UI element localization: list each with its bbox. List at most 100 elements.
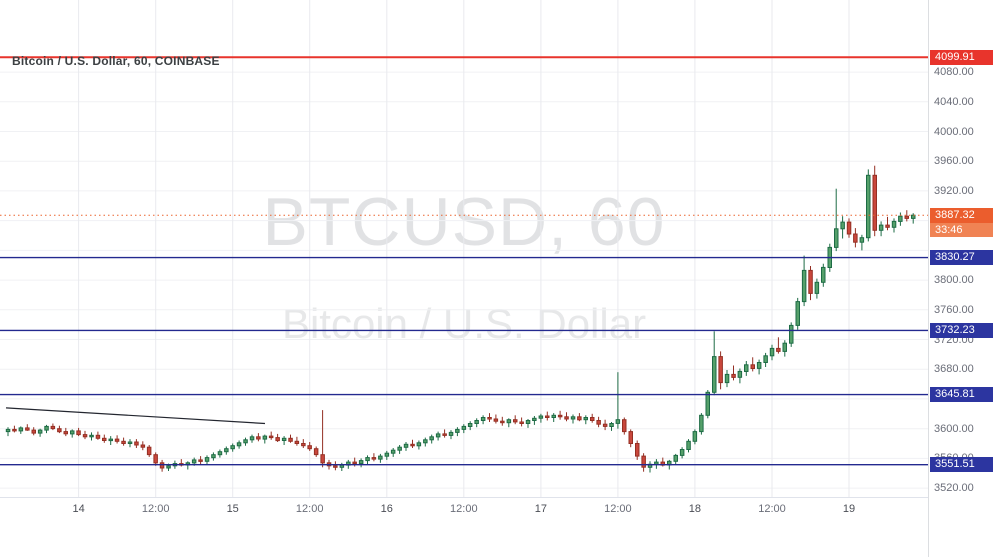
price-tick-label: 4040.00 bbox=[934, 95, 974, 108]
candle bbox=[583, 417, 588, 421]
candle bbox=[795, 301, 800, 326]
candle bbox=[95, 434, 101, 439]
candle bbox=[5, 428, 11, 433]
candle bbox=[121, 440, 126, 444]
candle bbox=[243, 439, 248, 444]
candle bbox=[140, 444, 146, 448]
price-tick-label: 3520.00 bbox=[934, 482, 974, 495]
candle bbox=[37, 429, 43, 434]
time-tick-label: 12:00 bbox=[295, 503, 324, 515]
time-tick-label: 18 bbox=[688, 503, 702, 515]
candle bbox=[487, 417, 492, 420]
candle bbox=[673, 454, 678, 462]
candle bbox=[731, 373, 736, 378]
candle bbox=[429, 436, 434, 441]
candle bbox=[750, 364, 755, 369]
candle bbox=[217, 451, 223, 456]
candle bbox=[622, 419, 627, 433]
candle bbox=[641, 455, 646, 468]
candle bbox=[268, 435, 274, 439]
candle bbox=[102, 437, 107, 441]
candle bbox=[891, 220, 897, 228]
price-tick-label: 4080.00 bbox=[934, 66, 974, 79]
symbol-legend[interactable]: Bitcoin / U.S. Dollar, 60, COINBASE bbox=[12, 54, 220, 68]
candle bbox=[782, 342, 787, 352]
candle bbox=[416, 442, 422, 447]
candle bbox=[384, 452, 390, 457]
candle bbox=[557, 414, 563, 418]
candle bbox=[480, 417, 486, 421]
time-tick-label: 19 bbox=[842, 503, 856, 515]
candle bbox=[339, 464, 345, 468]
candle bbox=[493, 418, 499, 422]
candle bbox=[904, 215, 909, 219]
candle bbox=[127, 441, 133, 444]
trendline[interactable] bbox=[5, 407, 266, 425]
candle bbox=[635, 443, 640, 457]
time-tick-label: 14 bbox=[72, 503, 85, 515]
candle bbox=[31, 429, 36, 434]
candle bbox=[551, 414, 556, 418]
candle bbox=[846, 221, 852, 235]
candle bbox=[82, 434, 88, 438]
time-tick-label: 12:00 bbox=[758, 503, 786, 515]
candle bbox=[712, 356, 717, 393]
candle bbox=[538, 415, 544, 419]
candle bbox=[724, 373, 730, 384]
candle bbox=[281, 437, 287, 441]
candle bbox=[519, 421, 524, 424]
price-tick-label: 3600.00 bbox=[934, 422, 974, 435]
time-tick-label: 12:00 bbox=[141, 503, 170, 515]
price-tick-label: 3960.00 bbox=[934, 155, 974, 168]
candlestick-chart[interactable] bbox=[0, 0, 928, 497]
candle bbox=[814, 281, 820, 294]
candle bbox=[211, 454, 216, 459]
candle bbox=[718, 356, 723, 384]
candle bbox=[108, 438, 113, 442]
candle bbox=[834, 228, 839, 248]
candle bbox=[577, 416, 582, 421]
candle bbox=[686, 440, 691, 450]
candle bbox=[615, 419, 621, 424]
candle bbox=[679, 449, 685, 456]
candle bbox=[853, 233, 858, 243]
candle bbox=[114, 438, 120, 442]
candle bbox=[63, 431, 68, 435]
candle bbox=[840, 221, 845, 230]
candle bbox=[134, 441, 139, 446]
bar-countdown-label: 33:46 bbox=[930, 222, 993, 237]
candle bbox=[435, 433, 441, 438]
candle bbox=[288, 437, 293, 442]
time-tick-label: 16 bbox=[380, 503, 393, 515]
candle bbox=[224, 448, 229, 453]
time-axis[interactable]: 14 12:00 15 12:00 16 12:00 17 12:00 18 12:00 19 bbox=[0, 497, 928, 557]
candle bbox=[609, 423, 614, 427]
candle bbox=[204, 457, 210, 462]
candle bbox=[448, 431, 454, 436]
candle bbox=[371, 457, 377, 460]
candle bbox=[390, 449, 396, 454]
price-axis[interactable]: 4080.00 4040.00 4000.00 3960.00 3920.00 3800.… bbox=[928, 0, 995, 557]
candle bbox=[821, 266, 826, 283]
price-tick-label: 3800.00 bbox=[934, 274, 974, 287]
plot-area[interactable]: BTCUSD, 60 Bitcoin / U.S. Dollar Bitcoin… bbox=[0, 0, 928, 497]
candle bbox=[320, 454, 325, 464]
candle bbox=[153, 454, 158, 464]
candle bbox=[513, 419, 518, 423]
candle bbox=[275, 437, 280, 442]
candle bbox=[506, 419, 512, 424]
candle bbox=[25, 427, 30, 431]
candle bbox=[808, 269, 813, 294]
time-tick-label: 12:00 bbox=[604, 503, 632, 515]
candle bbox=[737, 370, 743, 378]
level-price-label: 4099.91 bbox=[930, 49, 993, 65]
level-price-label: 3830.27 bbox=[930, 250, 993, 266]
candle bbox=[898, 215, 903, 222]
candle bbox=[410, 443, 415, 447]
candle bbox=[545, 415, 550, 418]
candle bbox=[12, 428, 17, 432]
candle bbox=[654, 461, 659, 465]
price-tick-label: 3760.00 bbox=[934, 303, 974, 316]
candle bbox=[859, 237, 865, 243]
candle bbox=[50, 425, 56, 430]
